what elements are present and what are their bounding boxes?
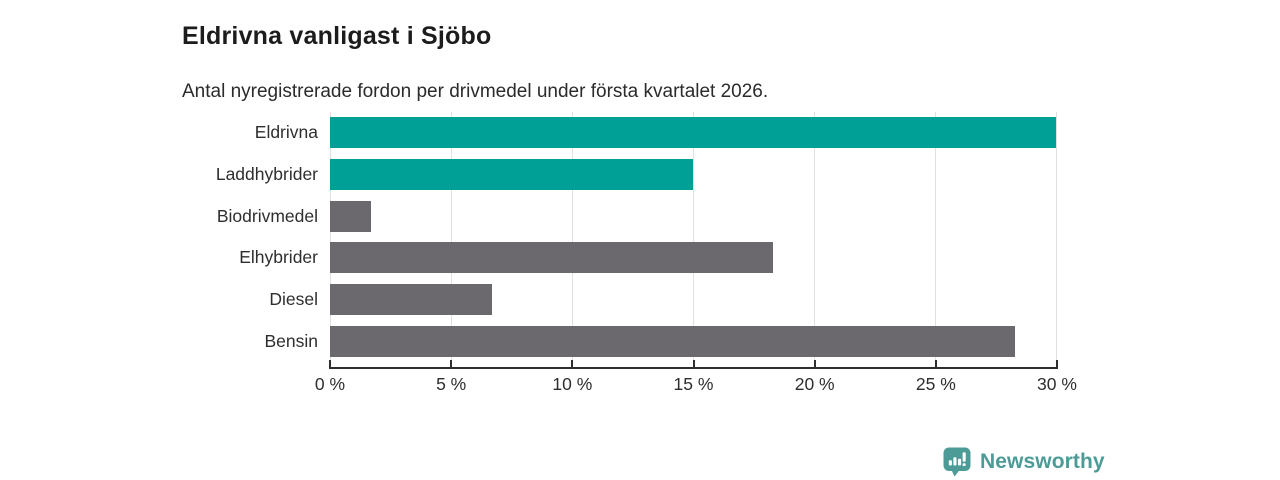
gridlines [330,112,1057,362]
x-axis-tick-label: 30 % [1037,374,1077,394]
bar [330,284,493,316]
gridline [935,112,936,362]
x-axis-tick-label: 10 % [552,374,593,394]
bar-chart: Eldrivna Laddhybrider Biodrivmedel Elhybrid… [0,112,1056,362]
bar-track [330,159,1056,190]
gridline [330,112,331,362]
chart-row: Laddhybrider [0,154,1056,196]
category-label: Biodrivmedel [216,205,318,226]
category-label: Diesel [269,289,318,310]
x-axis-tick [329,360,331,369]
x-axis-tick-label: 20 % [794,374,835,394]
x-axis-tick [692,360,695,369]
bar [330,159,693,190]
bar [330,117,1056,149]
chart-row: Bensin [0,320,1056,362]
x-axis-tick-label: 25 % [915,374,956,394]
bar [330,200,372,232]
chart-row: Biodrivmedel [0,195,1056,237]
branding-label: Newsworthy [980,449,1105,473]
category-label: Elhybrider [239,247,318,268]
chart-row: Diesel [0,279,1056,321]
gridline [572,112,573,362]
chart-row: Eldrivna [0,112,1056,154]
bar-track [330,284,1056,316]
bar-track [330,200,1056,232]
bar-track [330,325,1056,357]
chart-title: Eldrivna vanligast i Sjöbo [182,21,492,50]
x-axis-tick-label: 5 % [436,374,467,394]
bar-track [330,117,1056,149]
x-axis-tick [813,360,816,369]
x-axis-tick [450,360,453,369]
x-axis: 0 % 5 % 10 % 15 % 20 % 25 % 30 % [315,360,1077,400]
gridline [693,112,694,362]
branding: Newsworthy [942,446,1105,477]
x-axis-tick-label: 0 % [314,374,346,394]
gridline [1056,112,1057,362]
x-axis-tick-label: 15 % [673,374,714,394]
category-label: Eldrivna [254,122,318,143]
category-label: Bensin [264,330,318,351]
gridline [814,112,815,362]
bar-track [330,242,1056,274]
x-axis-tick [571,360,574,369]
chart-row: Elhybrider [0,237,1056,279]
bar [330,325,1015,357]
x-axis-tick [1056,360,1058,369]
gridline [451,112,452,362]
category-label: Laddhybrider [215,164,318,184]
newsworthy-logo-icon [943,447,971,477]
chart-subtitle: Antal nyregistrerade fordon per drivmede… [182,81,769,102]
x-axis-tick [934,360,937,369]
bar [330,242,773,274]
